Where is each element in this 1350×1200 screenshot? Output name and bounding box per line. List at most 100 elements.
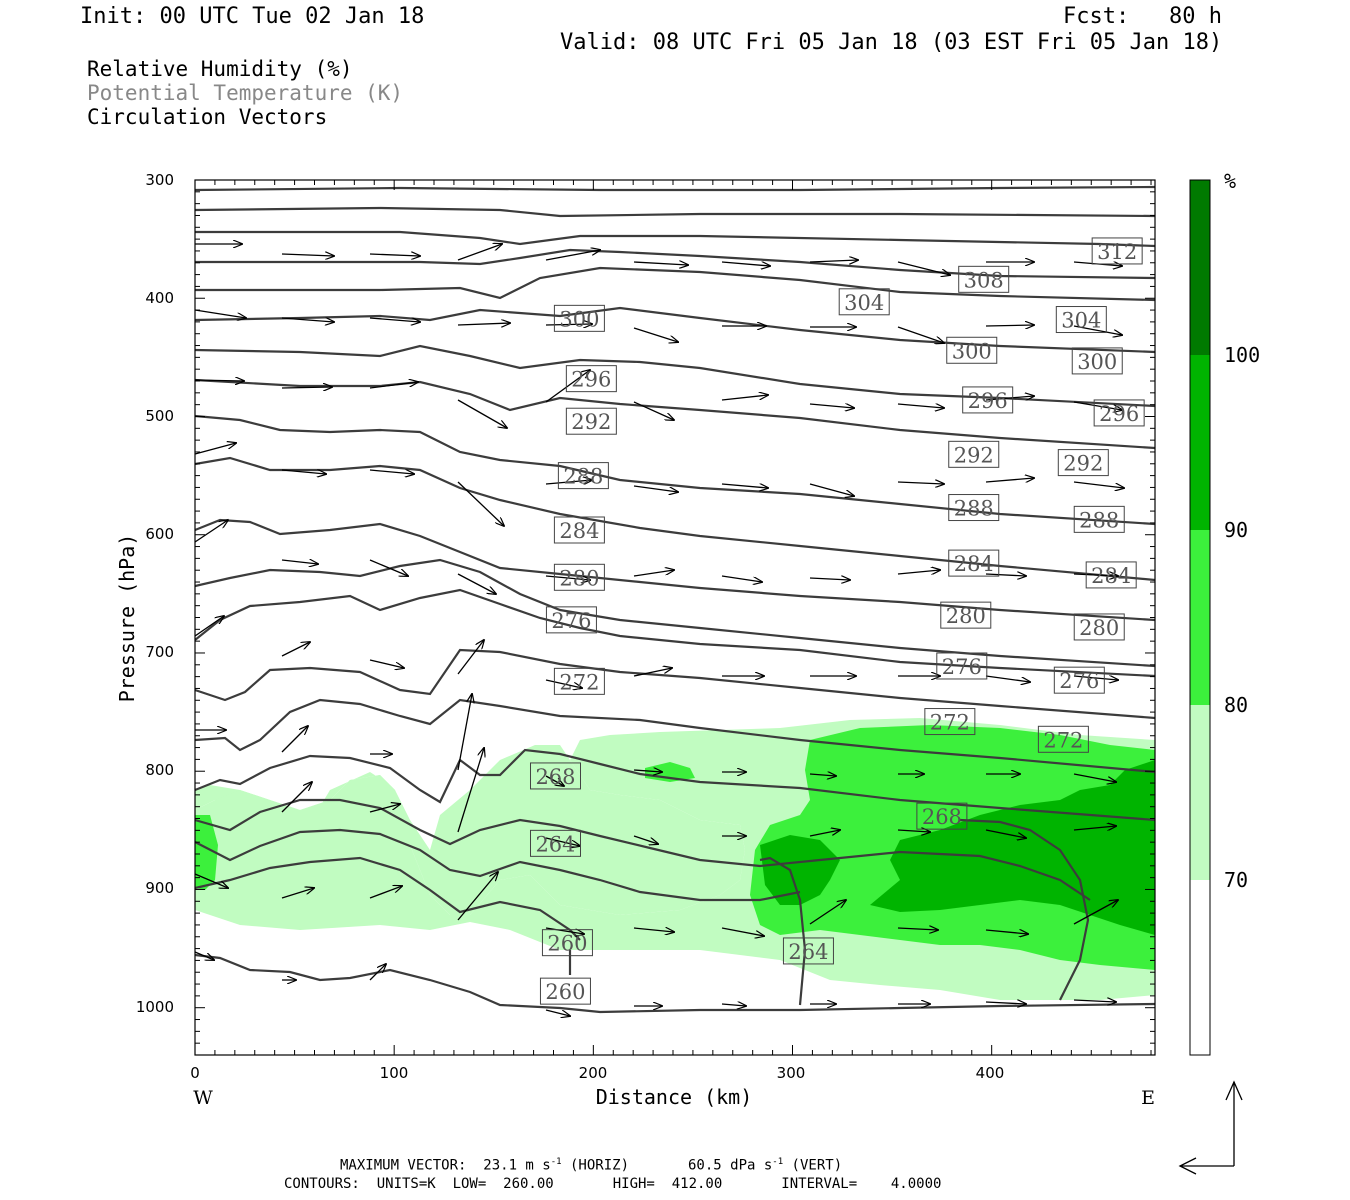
x-tick-label: 200 <box>579 1064 608 1082</box>
vector <box>897 404 944 408</box>
west-label: W <box>193 1087 213 1109</box>
theta-label-box <box>541 929 593 957</box>
theta-label-text: 288 <box>563 465 603 489</box>
reference-vector <box>1178 1080 1243 1175</box>
theta-label: 272 <box>924 708 976 736</box>
theta-label: 296 <box>1093 399 1145 427</box>
vector <box>281 318 334 322</box>
vector <box>369 964 386 981</box>
theta-label-text: 276 <box>1059 669 1099 693</box>
theta-label: 292 <box>948 440 1000 468</box>
vector <box>1073 900 1118 925</box>
vector <box>809 404 854 408</box>
vector <box>633 835 658 844</box>
theta-label: 304 <box>838 288 890 316</box>
theta-label-text: 288 <box>1079 508 1119 532</box>
theta-label: 260 <box>541 929 593 957</box>
theta-labels: 312 308 304 304 300 300 300 296 296 296 292 292 292 2… <box>529 237 1145 1005</box>
vector <box>633 327 678 342</box>
theta-label-text: 268 <box>922 805 962 829</box>
y-tick-label: 1000 <box>136 998 174 1016</box>
vector <box>633 570 674 577</box>
vector <box>985 574 1026 576</box>
vector <box>809 774 836 776</box>
legend-vectors: Circulation Vectors <box>87 105 328 129</box>
theta-label: 272 <box>553 667 605 695</box>
theta-contour <box>195 698 1155 774</box>
vector <box>985 675 1030 682</box>
vector <box>897 928 938 930</box>
theta-label: 268 <box>529 762 581 790</box>
x-axis-ticks: 0 100 200 300 400 <box>190 1064 1004 1082</box>
theta-label-box <box>838 288 890 316</box>
theta-contour <box>195 266 1155 302</box>
vector <box>545 927 584 934</box>
theta-contours <box>195 185 1155 1014</box>
theta-label-box <box>1037 725 1089 753</box>
vector <box>1073 826 1116 830</box>
vector <box>633 401 674 420</box>
theta-label: 312 <box>1091 237 1143 265</box>
theta-label: 304 <box>1055 306 1107 334</box>
theta-label-text: 292 <box>571 410 611 434</box>
colorbar-70 <box>1190 705 1210 880</box>
vector <box>985 478 1034 482</box>
vector <box>721 1004 746 1006</box>
theta-label-text: 296 <box>571 368 611 392</box>
vector <box>545 324 592 325</box>
theta-label-box <box>529 762 581 790</box>
vector <box>545 370 590 403</box>
theta-label-text: 260 <box>545 980 585 1004</box>
y-axis-ticks: 300 400 500 600 700 800 900 1000 <box>136 171 174 1016</box>
theta-label: 272 <box>1037 725 1089 753</box>
rh-90-region-east <box>870 760 1155 935</box>
vector <box>897 570 940 574</box>
theta-label: 296 <box>962 386 1014 414</box>
vector <box>281 642 310 657</box>
theta-label-box <box>1091 237 1143 265</box>
colorbar-label: 90 <box>1224 518 1248 542</box>
vector <box>545 576 590 580</box>
vector <box>457 872 498 921</box>
vector <box>194 616 224 637</box>
colorbar-80 <box>1190 530 1210 705</box>
vector <box>194 873 228 888</box>
theta-label-box <box>1055 306 1107 334</box>
vector <box>545 250 600 261</box>
vector <box>545 480 592 484</box>
theta-label-box <box>924 708 976 736</box>
vector <box>897 261 950 275</box>
vector <box>457 481 504 526</box>
theta-label-box <box>958 265 1010 293</box>
theta-label: 300 <box>1071 347 1123 375</box>
theta-label-box <box>565 407 617 435</box>
theta-label-box <box>1053 666 1105 694</box>
vector <box>809 483 854 496</box>
vector <box>457 748 484 833</box>
theta-label-box <box>553 516 605 544</box>
theta-label-box <box>940 601 992 629</box>
vector <box>633 928 674 932</box>
vector <box>369 559 408 576</box>
vector <box>457 640 484 675</box>
theta-contour <box>195 518 1155 622</box>
vector <box>194 380 244 381</box>
vector <box>281 387 332 388</box>
theta-label-text: 288 <box>954 497 994 521</box>
theta-label-text: 284 <box>1091 564 1131 588</box>
theta-label: 288 <box>948 494 1000 522</box>
theta-label-text: 296 <box>968 389 1008 413</box>
vector <box>369 382 418 389</box>
theta-label-box <box>1073 613 1125 641</box>
theta-label-box <box>553 563 605 591</box>
theta-label-text: 304 <box>844 291 884 315</box>
theta-label-box <box>948 494 1000 522</box>
vector <box>457 694 472 771</box>
theta-label-text: 280 <box>946 604 986 628</box>
theta-label-text: 264 <box>535 832 575 856</box>
theta-label: 296 <box>565 365 617 393</box>
vector <box>194 309 246 318</box>
theta-contour <box>195 798 1091 901</box>
theta-label-box <box>948 549 1000 577</box>
theta-contour <box>195 953 1155 1014</box>
